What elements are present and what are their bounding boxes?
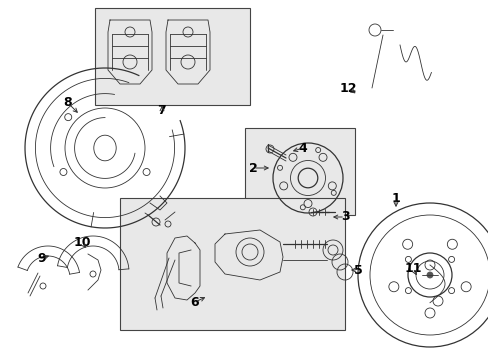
Bar <box>244 128 354 215</box>
Text: 3: 3 <box>340 211 348 224</box>
Text: 1: 1 <box>391 192 400 204</box>
Text: 8: 8 <box>63 96 72 109</box>
Text: 2: 2 <box>248 162 257 175</box>
Text: 9: 9 <box>38 252 46 265</box>
Text: 7: 7 <box>157 104 166 117</box>
Text: 6: 6 <box>190 296 199 309</box>
Circle shape <box>426 272 432 278</box>
Text: 10: 10 <box>73 237 91 249</box>
Text: 5: 5 <box>353 264 362 276</box>
Bar <box>95 8 249 105</box>
Bar <box>120 198 345 330</box>
Text: 11: 11 <box>404 261 421 274</box>
Text: 4: 4 <box>298 141 307 154</box>
Text: 12: 12 <box>339 81 356 94</box>
